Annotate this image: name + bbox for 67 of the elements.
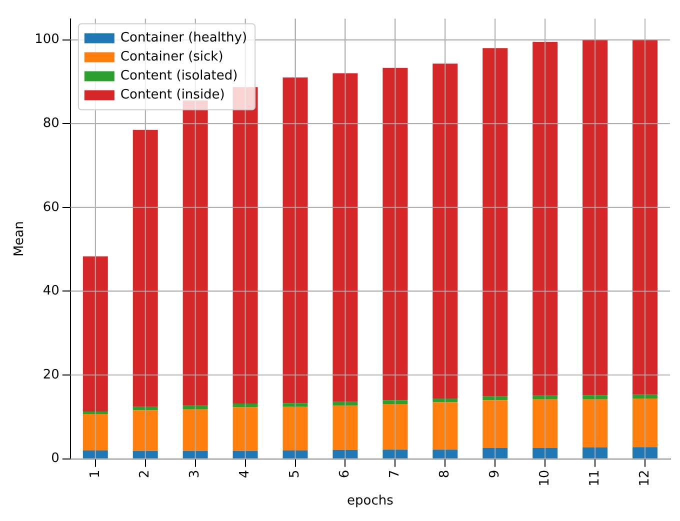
bar — [632, 394, 658, 399]
legend-label: Container (sick) — [120, 50, 224, 65]
bar — [232, 404, 258, 408]
x-tick-label: 2 — [138, 470, 153, 478]
bar — [432, 450, 458, 458]
bar — [332, 406, 358, 450]
x-tick-label: 10 — [537, 470, 552, 486]
bar — [432, 398, 458, 402]
bar — [282, 450, 308, 458]
legend-label: Content (inside) — [120, 88, 225, 103]
x-tick-label: 1 — [88, 470, 103, 478]
bar — [382, 404, 408, 450]
bar — [132, 130, 158, 407]
x-tick-label: 9 — [487, 470, 502, 478]
bar — [82, 414, 108, 450]
bar — [382, 68, 408, 400]
bar — [82, 256, 108, 412]
bar — [532, 42, 558, 396]
bar — [632, 40, 658, 395]
x-tick-label: 3 — [188, 470, 203, 478]
x-tick-label: 8 — [438, 470, 453, 478]
bar — [382, 400, 408, 404]
x-tick-label: 11 — [587, 470, 602, 486]
bar — [532, 448, 558, 458]
bar — [332, 450, 358, 458]
bar — [232, 407, 258, 451]
bar — [82, 450, 108, 458]
bar — [282, 77, 308, 404]
bar — [482, 48, 508, 396]
bar — [582, 40, 608, 396]
bar — [582, 395, 608, 400]
bar — [482, 400, 508, 448]
x-tick-label: 12 — [637, 470, 652, 486]
bar — [532, 396, 558, 400]
x-tick-label: 5 — [288, 470, 303, 478]
bar — [632, 398, 658, 448]
x-tick-label: 4 — [238, 470, 253, 478]
bar — [282, 403, 308, 407]
bar — [332, 73, 358, 402]
y-tick-label: 0 — [51, 451, 60, 466]
bar — [632, 447, 658, 458]
y-tick-label: 40 — [42, 284, 60, 299]
x-axis-title: epochs — [347, 494, 394, 509]
legend-label: Container (healthy) — [120, 30, 248, 46]
bar — [482, 448, 508, 458]
x-tick-label: 6 — [338, 470, 353, 478]
bar — [582, 448, 608, 458]
y-tick-label: 100 — [34, 32, 60, 48]
bar — [182, 409, 208, 451]
y-tick-label: 60 — [42, 200, 60, 215]
bar — [182, 450, 208, 458]
y-tick-label: 20 — [42, 367, 60, 382]
legend-label: Content (isolated) — [120, 68, 238, 84]
bar — [132, 410, 158, 451]
bar — [432, 402, 458, 450]
bar — [432, 64, 458, 399]
y-tick-label: 80 — [42, 116, 60, 131]
bar — [382, 450, 408, 458]
bar — [532, 399, 558, 448]
bar — [232, 450, 258, 458]
bar — [82, 412, 108, 414]
bar — [582, 399, 608, 448]
bar — [132, 450, 158, 458]
x-tick-label: 7 — [388, 470, 403, 478]
bar — [282, 406, 308, 450]
y-axis-title: Mean — [12, 221, 28, 257]
bar — [182, 406, 208, 410]
